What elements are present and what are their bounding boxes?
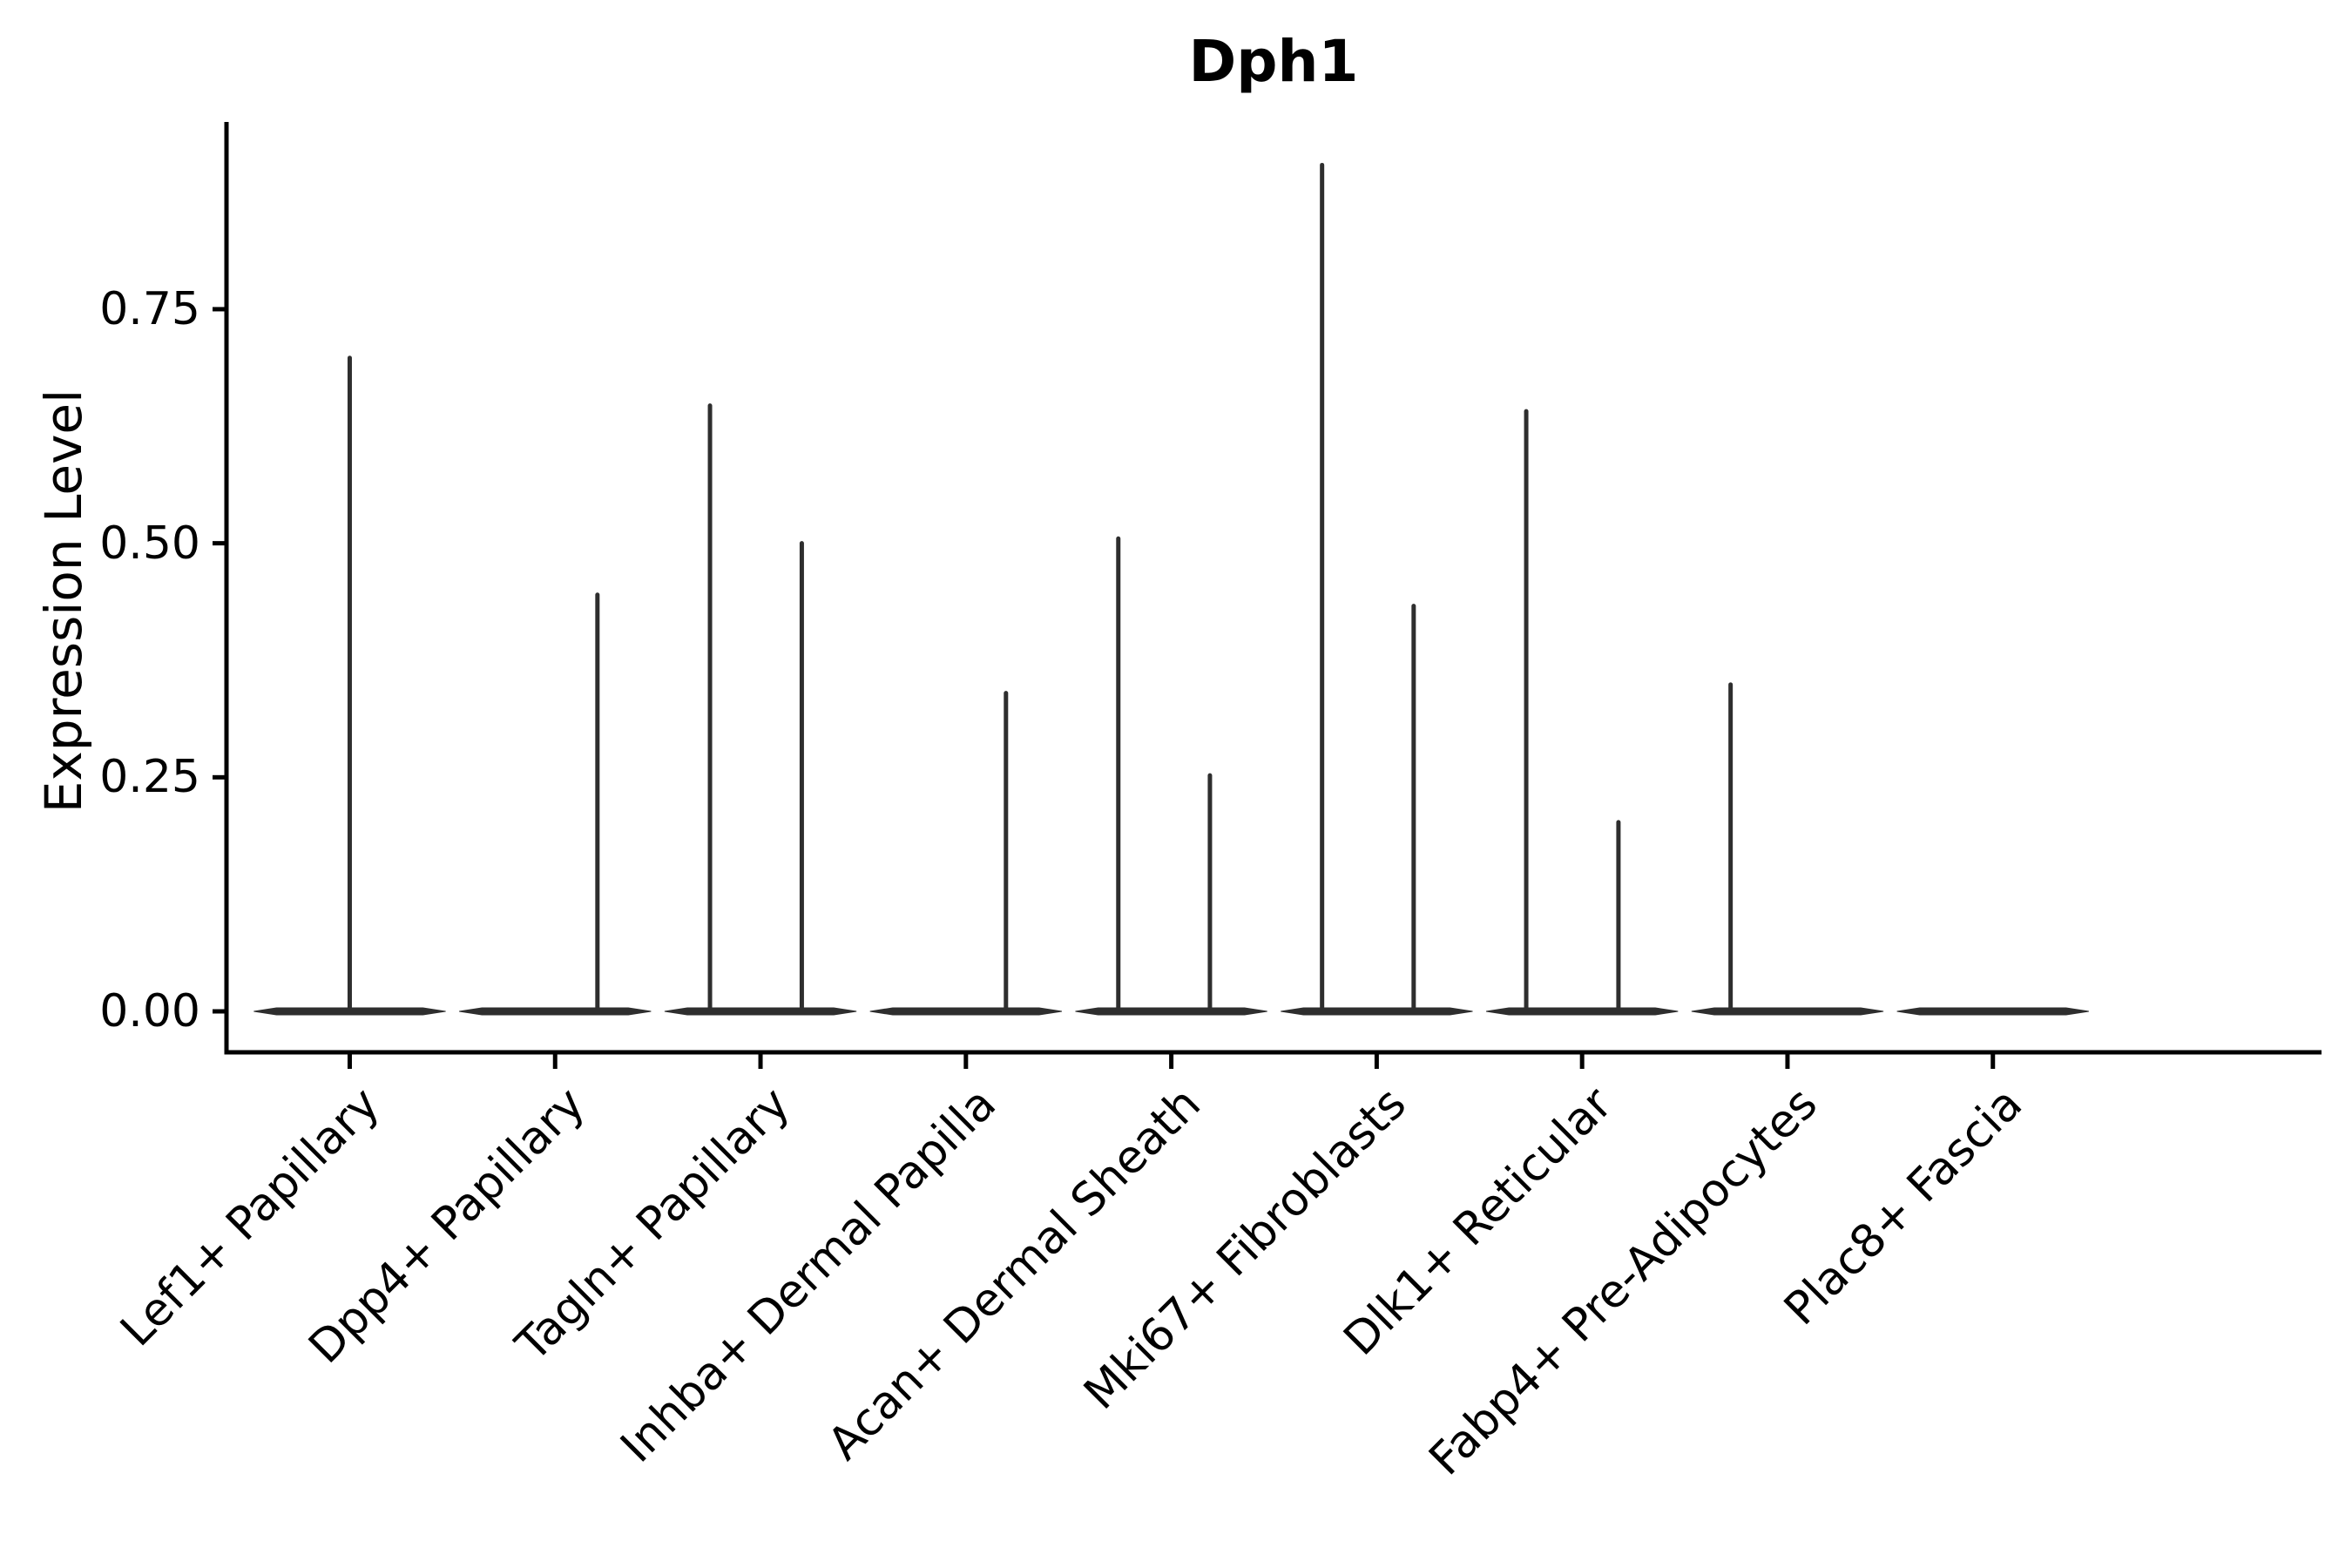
violin-body: [1691, 1007, 1884, 1016]
y-tick-label: 0.75: [99, 282, 200, 335]
y-tick-label: 0.25: [99, 751, 200, 804]
y-tick-label: 0.00: [99, 985, 200, 1037]
violin-body: [869, 1007, 1063, 1016]
violin-body: [1281, 1007, 1473, 1016]
violin-body: [1485, 1007, 1679, 1016]
violin-body: [1896, 1007, 2089, 1016]
violin-body: [1075, 1007, 1267, 1016]
chart-title: Dph1: [1188, 28, 1359, 95]
violin-body: [459, 1007, 652, 1016]
y-axis-label: Expression Level: [34, 389, 93, 814]
violin-body: [664, 1007, 857, 1016]
y-tick-label: 0.50: [99, 517, 200, 570]
